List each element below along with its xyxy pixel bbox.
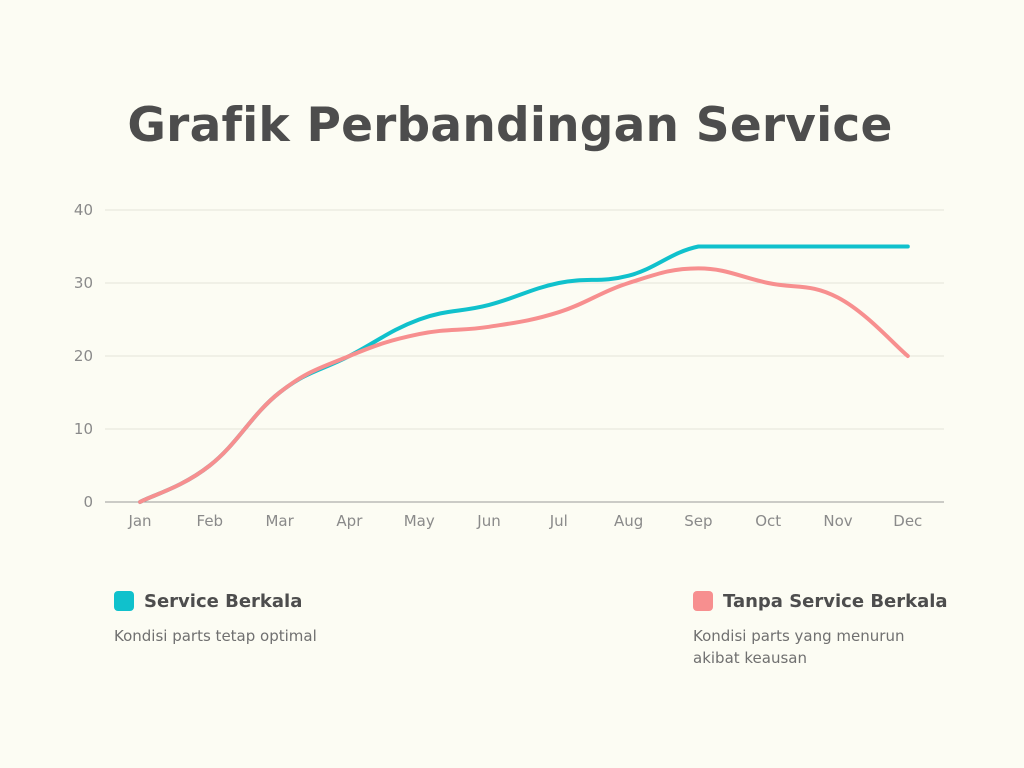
legend-description: Kondisi parts tetap optimal xyxy=(114,627,317,645)
y-tick-label: 40 xyxy=(74,201,93,219)
y-tick-label: 20 xyxy=(74,347,93,365)
y-tick-label: 30 xyxy=(74,274,93,292)
y-tick-label: 0 xyxy=(83,493,93,511)
legend-swatch xyxy=(693,591,713,611)
series-line-tanpa-service-berkala xyxy=(138,266,910,504)
legend-label: Tanpa Service Berkala xyxy=(723,590,948,612)
legend-label: Service Berkala xyxy=(144,590,303,612)
x-tick-label: Feb xyxy=(197,512,224,530)
x-tick-label: Oct xyxy=(755,512,781,530)
legend-description: Kondisi parts yang menurun akibat keausa… xyxy=(693,627,905,667)
series-lines xyxy=(138,244,910,504)
x-tick-label: Jan xyxy=(127,512,151,530)
x-tick-label: Dec xyxy=(893,512,922,530)
x-tick-label: May xyxy=(404,512,435,530)
legend-item-service-berkala: Service Berkala Kondisi parts tetap opti… xyxy=(114,590,444,647)
x-axis-tick-labels: Jan Feb Mar Apr May Jun Jul Aug Sep Oct Nov Dec xyxy=(127,512,922,530)
x-tick-label: Jun xyxy=(476,512,500,530)
x-tick-label: Jul xyxy=(549,512,568,530)
x-tick-label: Nov xyxy=(823,512,852,530)
x-tick-label: Apr xyxy=(336,512,363,530)
y-tick-label: 10 xyxy=(74,420,93,438)
chart-title: Grafik Perbandingan Service xyxy=(127,98,893,153)
x-tick-label: Aug xyxy=(614,512,643,530)
x-tick-label: Sep xyxy=(684,512,712,530)
y-axis-tick-labels: 0 10 20 30 40 xyxy=(74,201,93,511)
legend-item-tanpa-service-berkala: Tanpa Service Berkala Kondisi parts yang… xyxy=(693,590,953,669)
x-tick-label: Mar xyxy=(265,512,294,530)
legend-swatch xyxy=(114,591,134,611)
